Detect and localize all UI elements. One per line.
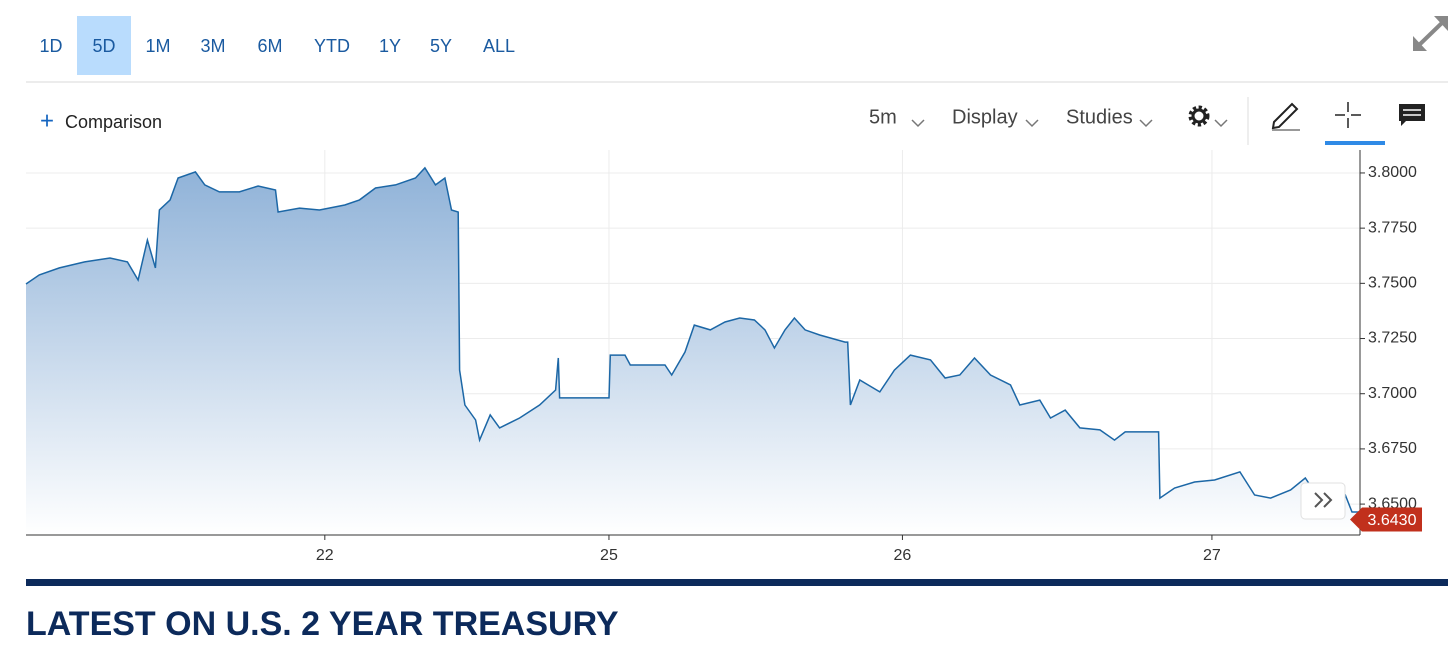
studies-menu[interactable]: Studies bbox=[1066, 106, 1133, 128]
range-button[interactable]: 3M bbox=[200, 36, 225, 56]
line bbox=[25, 166, 1360, 513]
area bbox=[26, 167, 1360, 535]
range-button[interactable]: 1Y bbox=[379, 36, 401, 56]
comment-icon[interactable] bbox=[1399, 104, 1425, 126]
x-tick-label: 22 bbox=[316, 547, 334, 564]
range-button[interactable]: 5Y bbox=[430, 36, 452, 56]
headline: LATEST ON U.S. 2 YEAR TREASURY bbox=[26, 605, 619, 643]
y-tick-label: 3.7500 bbox=[1368, 275, 1417, 292]
selected-range-bg bbox=[77, 16, 131, 75]
settings-icon[interactable] bbox=[1188, 105, 1210, 127]
button-icon bbox=[1314, 492, 1333, 508]
chevrons bbox=[911, 119, 1228, 128]
y-tick-label: 3.7750 bbox=[1368, 219, 1417, 236]
y-tick-label: 3.6750 bbox=[1368, 440, 1417, 457]
range-button[interactable]: ALL bbox=[483, 36, 515, 56]
range-button[interactable]: 1M bbox=[145, 36, 170, 56]
button-bg bbox=[1300, 482, 1346, 520]
scroll-right-button[interactable] bbox=[1300, 482, 1346, 520]
x-tick-label: 27 bbox=[1203, 547, 1221, 564]
draw-icon[interactable] bbox=[1271, 102, 1300, 131]
range-button[interactable]: YTD bbox=[314, 36, 350, 56]
plot bbox=[25, 150, 1360, 535]
y-tick-label: 3.7000 bbox=[1368, 385, 1417, 402]
range-button[interactable]: 6M bbox=[257, 36, 282, 56]
y-tick-label: 3.8000 bbox=[1368, 164, 1417, 181]
crosshair-icon[interactable] bbox=[1335, 102, 1361, 128]
comparison-button[interactable]: Comparison bbox=[65, 112, 162, 132]
last-value-label: 3.6430 bbox=[1368, 512, 1417, 529]
range-button[interactable]: 5D bbox=[92, 36, 115, 56]
interval-menu[interactable]: 5m bbox=[869, 106, 897, 128]
range-button[interactable]: 1D bbox=[39, 36, 62, 56]
x-tick-label: 26 bbox=[894, 547, 912, 564]
display-menu[interactable]: Display bbox=[952, 106, 1018, 128]
active-tool-underline bbox=[1325, 141, 1385, 145]
comparison-plus[interactable]: + bbox=[40, 107, 54, 134]
headline-bar bbox=[26, 579, 1448, 586]
expand-icon[interactable] bbox=[1413, 16, 1448, 51]
last-value-tag bbox=[1350, 507, 1422, 532]
y-tick-label: 3.7250 bbox=[1368, 330, 1417, 347]
x-tick-label: 25 bbox=[600, 547, 618, 564]
